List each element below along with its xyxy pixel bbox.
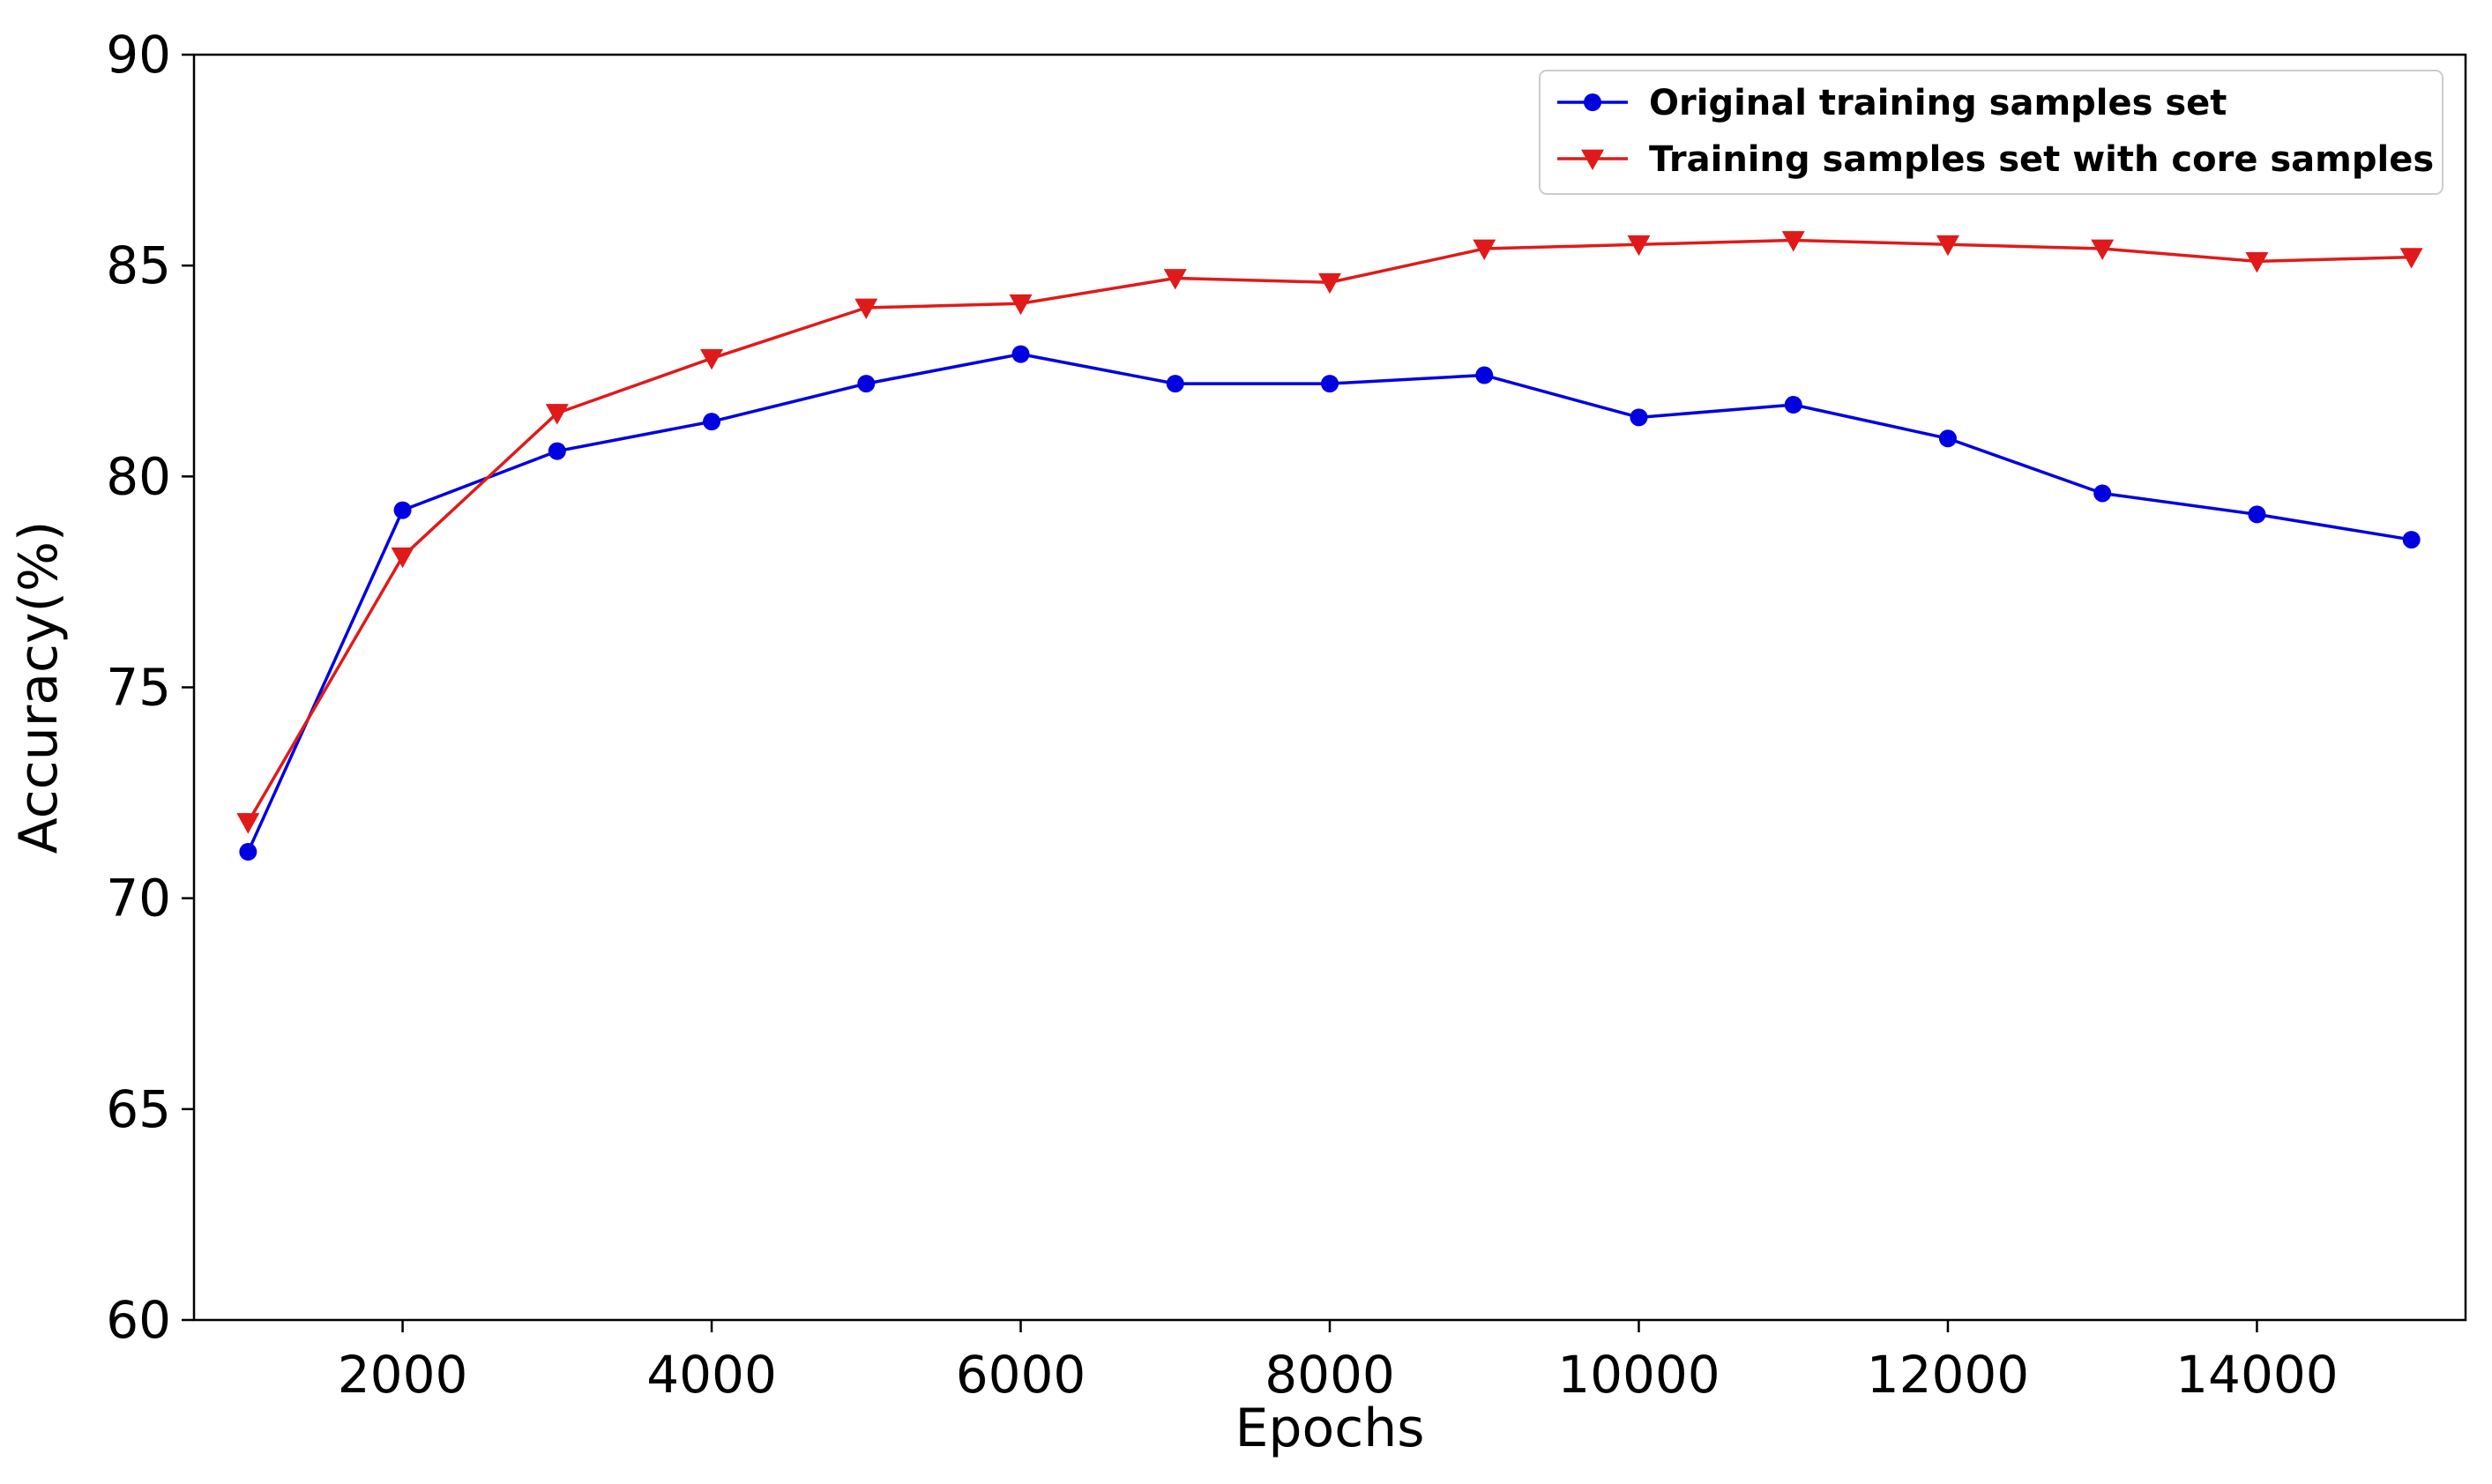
data-point: [2399, 248, 2423, 269]
data-point: [854, 298, 878, 319]
data-point: [393, 501, 412, 519]
data-point: [545, 404, 569, 425]
data-point: [1475, 366, 1494, 384]
data-point: [700, 349, 724, 370]
series-line: [246, 352, 2412, 853]
legend-entry-2: Training samples set with core samples: [1557, 139, 2434, 180]
data-point: [2248, 505, 2266, 524]
data-point: [703, 413, 721, 431]
data-point: [239, 843, 257, 861]
data-point: [1011, 345, 1030, 363]
data-point: [1321, 375, 1339, 393]
data-point: [857, 375, 876, 393]
data-point: [1163, 269, 1187, 290]
data-point: [1938, 429, 1957, 448]
x-tick-label: 10000: [1557, 1345, 1720, 1405]
x-tick-label: 14000: [2175, 1345, 2339, 1405]
plot-frame: [192, 53, 2467, 1322]
legend-box: [1539, 70, 2444, 195]
legend-label: Original training samples set: [1649, 83, 2227, 123]
data-point: [1166, 375, 1184, 393]
series-layer: [236, 231, 2423, 861]
y-tick-label: 70: [106, 869, 171, 928]
y-tick-label: 75: [106, 658, 171, 718]
y-axis-ticks: 60 65 70 75 80 85 90: [106, 25, 194, 1350]
series-1: [239, 345, 2421, 861]
data-point: [1627, 235, 1651, 257]
x-axis-ticks: 2000 4000 6000 8000 10000 12000 14000: [338, 1320, 2339, 1405]
legend-marker: [1584, 93, 1601, 111]
data-point: [1784, 396, 1802, 414]
y-tick-label: 80: [106, 446, 171, 506]
y-axis-title: Accuracy(%): [8, 521, 70, 854]
data-point: [1781, 231, 1805, 252]
legend: Original training samples set Training sa…: [1539, 70, 2444, 195]
data-point: [1473, 239, 1496, 261]
data-point: [548, 442, 566, 460]
data-point: [2402, 531, 2421, 549]
series-line: [246, 238, 2412, 824]
data-point: [1936, 235, 1959, 257]
x-tick-label: 12000: [1867, 1345, 2030, 1405]
data-point: [1009, 294, 1033, 316]
x-tick-label: 4000: [646, 1345, 777, 1405]
data-point: [2093, 484, 2112, 503]
y-tick-label: 90: [106, 25, 171, 85]
y-tick-label: 65: [106, 1079, 171, 1139]
data-point: [391, 547, 414, 569]
data-point: [2245, 251, 2269, 273]
data-point: [1318, 272, 1341, 295]
data-point: [1630, 408, 1648, 427]
x-axis-title: Epochs: [1235, 1398, 1425, 1459]
legend-entry-1: Original training samples set: [1557, 83, 2227, 123]
x-tick-label: 6000: [956, 1345, 1086, 1405]
y-tick-label: 60: [106, 1290, 171, 1350]
x-tick-label: 8000: [1265, 1345, 1395, 1405]
series-2: [236, 231, 2423, 834]
data-point: [236, 813, 260, 834]
legend-label: Training samples set with core samples: [1649, 139, 2434, 180]
y-tick-label: 85: [106, 235, 171, 295]
legend-marker: [1581, 149, 1604, 170]
plot-area: [192, 53, 2467, 1322]
x-tick-label: 2000: [338, 1345, 468, 1405]
data-point: [2091, 239, 2115, 261]
